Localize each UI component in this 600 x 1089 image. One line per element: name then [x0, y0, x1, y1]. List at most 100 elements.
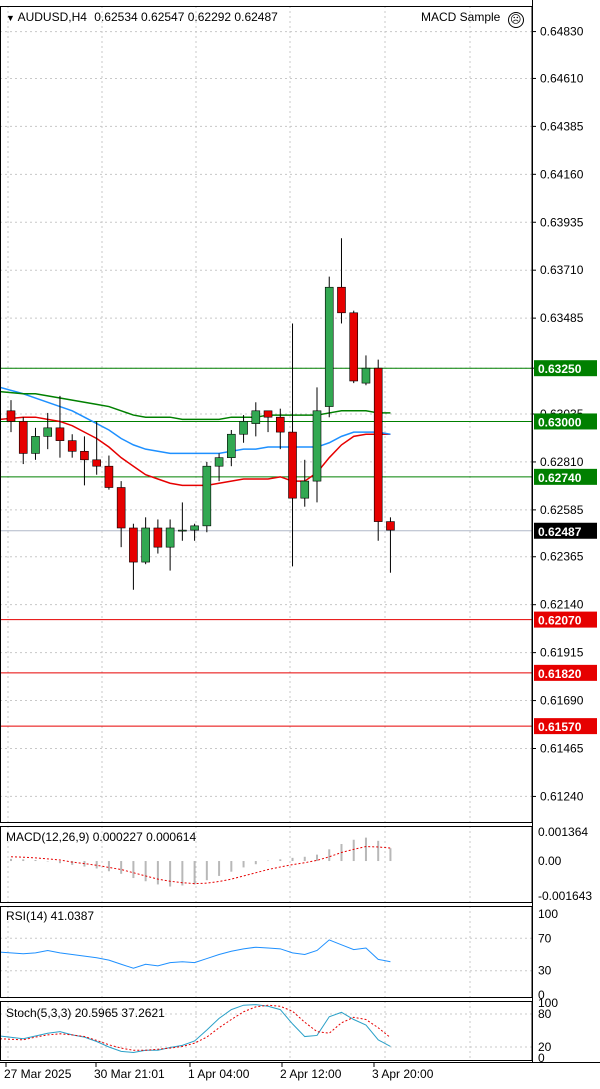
panel-frames [0, 0, 600, 1063]
time-tick-label: 2 Apr 12:00 [280, 1067, 342, 1081]
level-price-label: 0.62070 [538, 614, 582, 628]
candle [337, 238, 346, 324]
time-tick-label: 30 Mar 21:01 [94, 1067, 165, 1081]
level-price-label: 0.63000 [538, 415, 582, 429]
candle-body-bear [263, 410, 273, 418]
level-price-label: 0.61820 [538, 667, 582, 681]
expert-advisor-label[interactable]: MACD Sample ☹ [421, 10, 524, 28]
price-tick-label: 0.61240 [540, 789, 584, 803]
candle [263, 410, 273, 433]
price-tick-label: 0.63710 [540, 263, 584, 277]
price-tick-label: 0.61465 [540, 741, 584, 755]
stoch-tick-label: 100 [538, 996, 558, 1010]
time-tick-label: 27 Mar 2025 [4, 1067, 72, 1081]
candle-body-bull [239, 421, 248, 435]
ohlc-values: 0.62534 0.62547 0.62292 0.62487 [94, 10, 278, 24]
stoch-label: Stoch(5,3,3) 20.5965 37.2621 [6, 1006, 165, 1020]
ma-slow-line [0, 390, 391, 421]
candle [92, 421, 101, 475]
macd-tick-label: 0.00 [538, 854, 562, 868]
rsi-tick-label: 30 [538, 964, 552, 978]
candle [214, 453, 224, 482]
level-price-badge [534, 718, 597, 735]
candle-body-bear [337, 286, 346, 314]
level-price-label: 0.61570 [538, 720, 582, 734]
time-axis[interactable]: 27 Mar 2025 30 Mar 21:01 1 Apr 04:00 2 Apr … [4, 1062, 434, 1081]
candles [6, 238, 395, 590]
price-tick-label: 0.61690 [540, 694, 584, 708]
price-tick-label: 0.62140 [540, 598, 584, 612]
symbol-timeframe: AUDUSD,H4 [17, 10, 87, 24]
price-tick-label: 0.63485 [540, 311, 584, 325]
candle [361, 355, 371, 386]
candle-body-bear [275, 416, 285, 433]
rsi-tick-label: 70 [538, 931, 552, 945]
stoch-tick-label: 80 [538, 1007, 552, 1021]
candle [178, 502, 187, 541]
price-tick-label: 0.61915 [540, 646, 584, 660]
candle-body-bear [80, 450, 89, 461]
level-price-label: 0.63250 [538, 362, 582, 376]
candle-body-bull [251, 410, 261, 424]
stoch-signal-line [0, 1004, 391, 1051]
price-tick-label: 0.62365 [540, 550, 584, 564]
candle-body-bull [178, 529, 187, 532]
support-resistance-lines [0, 367, 532, 727]
candle [18, 417, 28, 465]
rsi-tick-label: 0 [538, 988, 545, 1002]
candle [288, 323, 297, 567]
candle [116, 481, 126, 548]
candle-body-bull [43, 427, 53, 437]
candle [55, 395, 65, 458]
sad-face-icon[interactable]: ☹ [507, 12, 524, 28]
candle-body-bull [361, 367, 371, 384]
level-price-badge [534, 360, 597, 377]
candle [129, 523, 138, 590]
price-tick-label: 0.62810 [540, 455, 584, 469]
candle-body-bull [165, 527, 175, 548]
macd-tick-label: -0.001643 [538, 889, 592, 903]
ma-mid-line [0, 386, 391, 455]
candle-body-bear [104, 465, 114, 488]
ma-fast-line [0, 416, 391, 487]
candle [80, 436, 89, 486]
candle [43, 412, 53, 450]
candle [153, 519, 163, 554]
candle-body-bear [55, 427, 65, 441]
price-tick-label: 0.64610 [540, 71, 584, 85]
level-price-badge [534, 611, 597, 628]
candle [324, 276, 334, 418]
macd-label: MACD(12,26,9) 0.000227 0.000614 [6, 830, 197, 844]
candle [227, 429, 236, 467]
candle-body-bull [300, 480, 310, 499]
candle-body-bull [324, 286, 334, 407]
candle-body-bear [153, 527, 163, 548]
current-price-badge [534, 522, 597, 539]
expert-name: MACD Sample [421, 10, 501, 24]
candle-body-bear [288, 431, 297, 499]
candle [300, 459, 310, 507]
candle [104, 455, 114, 490]
candle-body-bear [129, 527, 138, 563]
stoch-tick-label: 20 [538, 1040, 552, 1054]
candle-body-bull [214, 457, 224, 467]
candle-body-bull [227, 433, 236, 458]
candle-body-bear [6, 410, 16, 422]
moving-averages [0, 386, 391, 487]
candle [165, 519, 175, 571]
candle-body-bear [349, 312, 359, 382]
stoch-main-line [0, 1004, 391, 1054]
level-price-badge [534, 664, 597, 681]
price-axis[interactable]: 0.64830 0.64610 0.64385 0.64160 0.63935 0.637… [532, 25, 597, 1065]
candle-body-bull [31, 436, 40, 454]
symbol-arrow-icon[interactable]: ▼ [6, 13, 15, 23]
level-price-label: 0.62740 [538, 471, 582, 485]
candle-body-bear [92, 459, 101, 467]
candle [67, 434, 77, 458]
price-tick-label: 0.64830 [540, 25, 584, 39]
candle [239, 415, 248, 443]
macd-panel [10, 837, 392, 887]
candle [6, 400, 16, 433]
